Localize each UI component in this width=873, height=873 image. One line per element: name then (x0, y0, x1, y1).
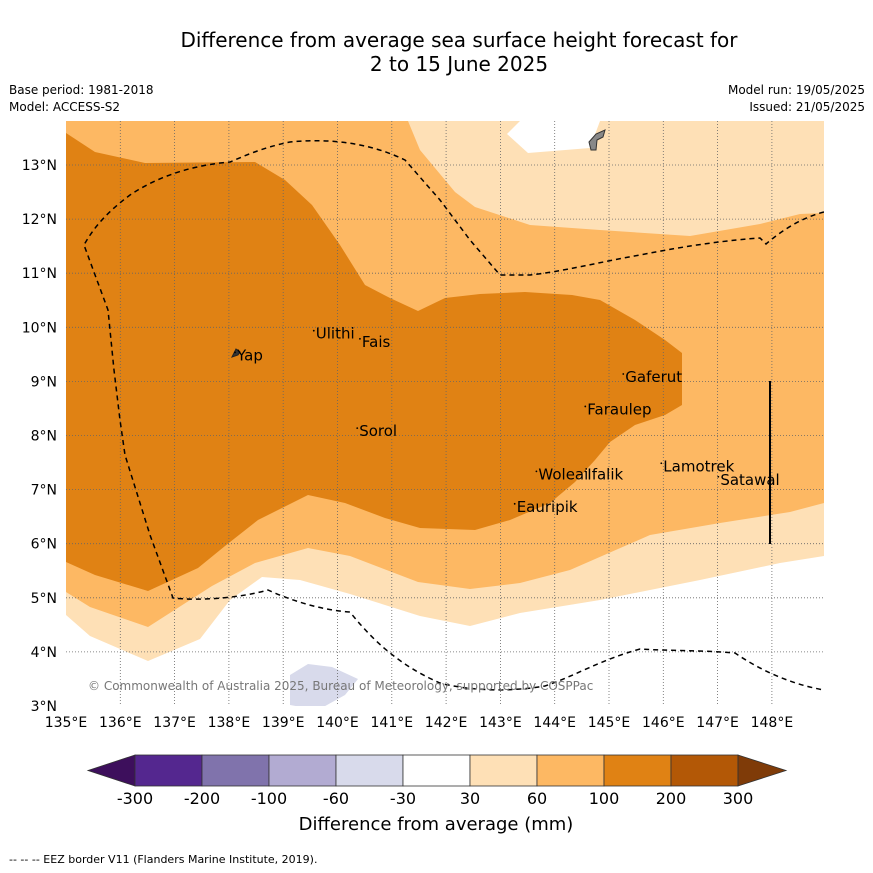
colorbar-tick-label: 60 (527, 789, 547, 808)
eez-border (83, 139, 824, 691)
place-marker (622, 373, 625, 375)
colorbar-tick-label: -60 (323, 789, 349, 808)
place-label-ifalik: Ifalik (587, 465, 623, 483)
place-label-faraulep: Faraulep (587, 400, 651, 418)
lon-tick-label: 144°E (533, 715, 576, 731)
place-marker (660, 462, 663, 465)
colorbar-tick-label: -100 (251, 789, 287, 808)
colorbar-segment (670, 754, 739, 787)
grid-lines (66, 121, 824, 706)
lat-tick-label: 13°N (22, 158, 57, 174)
colorbar-tick-label: 300 (723, 789, 754, 808)
lat-tick-label: 8°N (31, 429, 57, 445)
place-marker (584, 470, 587, 473)
place-marker (513, 502, 516, 505)
colorbar: -300 -200 -100 -60 -30 30 60 100 200 300 (86, 754, 788, 808)
place-label-lamotrek: Lamotrek (663, 457, 734, 475)
lon-tick-label: 142°E (425, 715, 468, 731)
lat-tick-label: 4°N (31, 645, 57, 661)
colorbar-segment (536, 754, 605, 787)
lon-tick-label: 140°E (316, 715, 359, 731)
lat-tick-label: 7°N (31, 483, 57, 499)
lon-tick-label: 145°E (588, 715, 631, 731)
eez-legend: -- -- -- EEZ border V11 (Flanders Marine… (9, 853, 318, 866)
place-label-ulithi: Ulithi (316, 325, 355, 343)
place-label-fais: Fais (362, 333, 391, 351)
model-name: Model: ACCESS-S2 (9, 100, 121, 114)
lat-tick-label: 11°N (22, 266, 57, 282)
title-line-2: 2 to 15 June 2025 (369, 52, 549, 76)
colorbar-segment (335, 754, 404, 787)
colorbar-tick-label: -200 (184, 789, 220, 808)
model-run: Model run: 19/05/2025 (727, 83, 865, 97)
colorbar-tick-label: -300 (117, 789, 153, 808)
place-label-gaferut: Gaferut (625, 368, 682, 386)
colorbar-tick-label: 100 (589, 789, 620, 808)
colorbar-segment (134, 754, 203, 787)
colorbar-tick-label: 30 (460, 789, 480, 808)
colorbar-segment (201, 754, 270, 787)
place-label-sorol: Sorol (359, 422, 397, 440)
map-area: Yap Ulithi Fais Gaferut Faraulep Sorol Lamotre… (66, 121, 824, 706)
colorbar-extend-low (86, 754, 136, 787)
guam-land (507, 121, 600, 153)
contour-neg-30-60 (290, 664, 358, 706)
colorbar-segment (402, 754, 471, 787)
colorbar-segment (268, 754, 337, 787)
place-label-eauripik: Eauripik (517, 498, 578, 516)
meta-left: Base period: 1981-2018 Model: ACCESS-S2 (9, 82, 154, 116)
lon-tick-label: 139°E (262, 715, 305, 731)
colorbar-segment (469, 754, 538, 787)
place-marker (359, 337, 361, 340)
meta-right: Model run: 19/05/2025 Issued: 21/05/2025 (728, 82, 865, 116)
lat-tick-label: 6°N (31, 537, 57, 553)
colorbar-extend-high (737, 754, 788, 787)
colorbar-label: Difference from average (mm) (299, 814, 574, 835)
place-marker (717, 475, 720, 478)
lon-tick-label: 146°E (642, 715, 685, 731)
base-period: Base period: 1981-2018 (9, 83, 154, 97)
lat-tick-label: 10°N (22, 320, 57, 336)
lat-tick-label: 9°N (31, 374, 57, 390)
axis-labels: 135°E 136°E 137°E 138°E 139°E 140°E 141°E 142°E… (22, 158, 793, 731)
lat-tick-label: 5°N (31, 591, 57, 607)
place-labels: Yap Ulithi Fais Gaferut Faraulep Sorol Lamotre… (234, 325, 780, 516)
lon-tick-label: 141°E (371, 715, 414, 731)
place-label-woleai: Woleai (538, 465, 588, 483)
place-label-satawal: Satawal (720, 471, 779, 489)
place-marker (234, 351, 236, 354)
lon-tick-label: 148°E (751, 715, 794, 731)
contour-100-200 (66, 121, 682, 591)
lon-tick-label: 135°E (45, 715, 88, 731)
lon-tick-label: 136°E (99, 715, 142, 731)
place-marker (584, 405, 587, 408)
place-label-yap: Yap (236, 346, 263, 364)
lon-tick-label: 137°E (153, 715, 196, 731)
lat-tick-label: 12°N (22, 212, 57, 228)
issued-date: Issued: 21/05/2025 (749, 100, 865, 114)
place-marker (356, 427, 359, 429)
title-line-1: Difference from average sea surface heig… (180, 28, 738, 52)
lat-tick-label: 3°N (31, 699, 57, 715)
copyright-text: © Commonwealth of Australia 2025, Bureau… (88, 679, 593, 693)
lon-tick-label: 143°E (479, 715, 522, 731)
colorbar-tick-label: -30 (390, 789, 416, 808)
lon-tick-label: 138°E (208, 715, 251, 731)
lon-tick-label: 147°E (696, 715, 739, 731)
guam-island (588, 129, 606, 151)
place-marker (535, 470, 538, 473)
place-marker (312, 329, 315, 332)
colorbar-tick-label: 200 (656, 789, 687, 808)
colorbar-segment (603, 754, 672, 787)
chart-title: Difference from average sea surface heig… (0, 28, 873, 76)
